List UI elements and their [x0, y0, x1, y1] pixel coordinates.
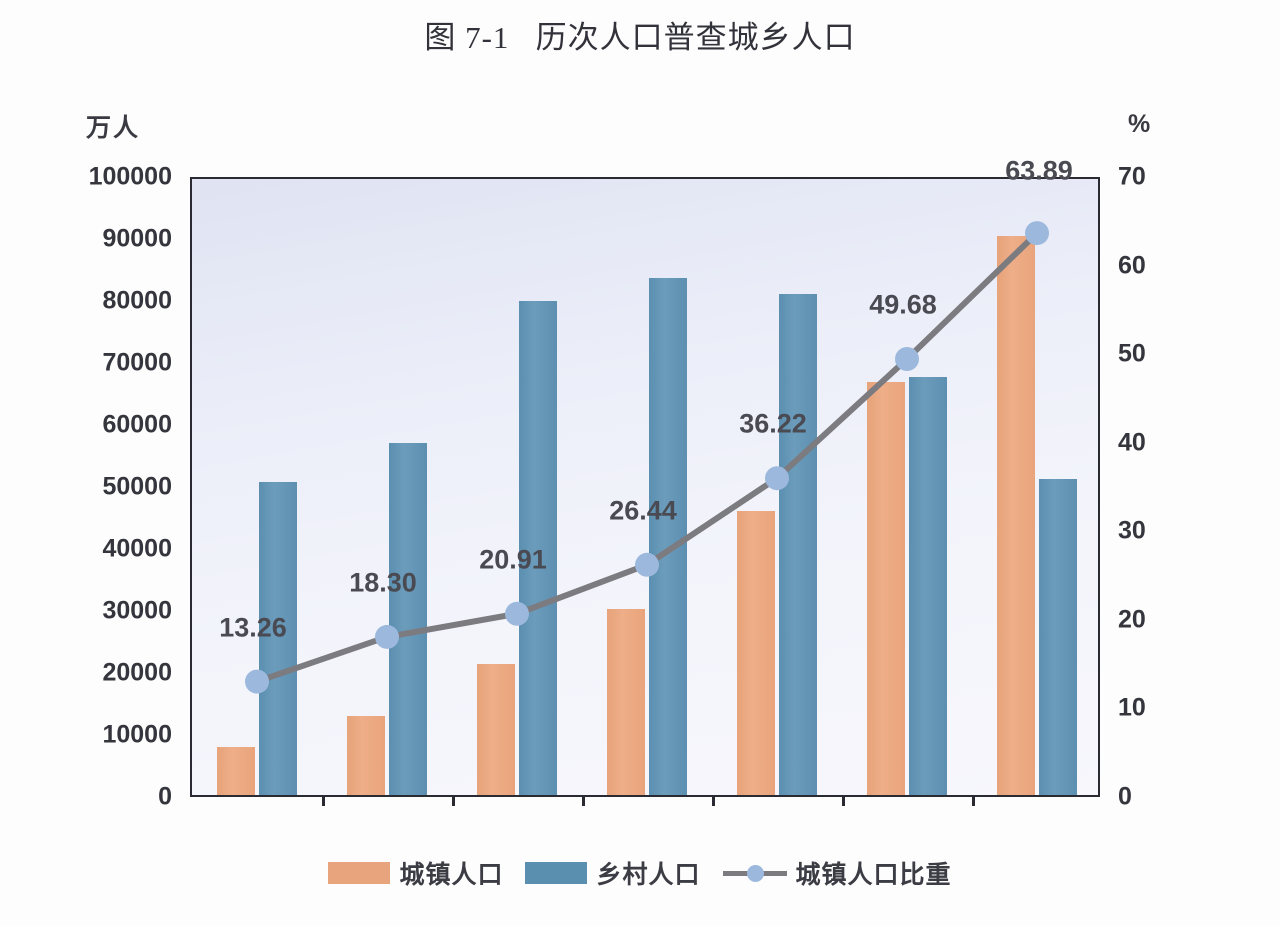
left-axis-tick-label: 30000 [102, 596, 172, 625]
bar-rural-population [779, 294, 817, 795]
right-axis-tick-label: 30 [1118, 516, 1146, 545]
left-axis-tick-label: 70000 [102, 348, 172, 377]
line-data-label: 63.89 [1005, 155, 1073, 186]
bar-rural-population [389, 443, 427, 795]
left-axis-tick-label: 0 [158, 782, 172, 811]
legend-item-label: 城镇人口 [399, 862, 504, 889]
left-axis-tick-label: 80000 [102, 286, 172, 315]
right-axis-tick-label: 70 [1118, 162, 1146, 191]
bar-rural-population [649, 277, 687, 795]
right-axis-tick-label: 60 [1118, 251, 1146, 280]
x-axis-tickmark [322, 795, 325, 806]
proportion-marker-dot [635, 552, 659, 577]
x-axis-tickmark [972, 795, 975, 806]
chart-legend: 城镇人口 乡村人口 城镇人口比重 [0, 855, 1280, 891]
proportion-markers [245, 221, 1049, 694]
page-title: 图 7-1 历次人口普查城乡人口 [424, 20, 856, 55]
square-swatch-icon [328, 862, 391, 884]
proportion-marker-dot [505, 601, 529, 626]
square-swatch-icon [525, 862, 588, 884]
proportion-marker-dot [895, 347, 919, 371]
chart-plot-area: 13.26 18.30 20.91 26.44 36.22 49.68 63.89 [190, 156, 1100, 806]
legend-item[interactable]: 城镇人口比重 [722, 855, 952, 891]
legend-marker-dot-icon [746, 865, 764, 882]
x-axis-tickmark [712, 795, 715, 806]
right-axis-tick-label: 10 [1118, 693, 1146, 722]
left-axis-tick-label: 40000 [102, 534, 172, 563]
legend-item-label: 城镇人口比重 [795, 862, 952, 889]
proportion-marker-dot [1025, 221, 1049, 246]
bar-urban-population [607, 609, 645, 795]
right-axis-tick-label: 20 [1118, 605, 1146, 634]
bar-urban-population [737, 510, 775, 795]
line-data-label: 26.44 [609, 495, 677, 526]
bar-rural-population [1039, 478, 1077, 795]
right-axis-tick-label: 50 [1118, 339, 1146, 368]
left-axis-tick-label: 10000 [102, 720, 172, 749]
line-data-label: 49.68 [869, 289, 937, 320]
right-axis-tick-label: 0 [1118, 782, 1132, 811]
line-series-layer [245, 221, 1049, 694]
bar-urban-population [347, 716, 385, 795]
left-axis-tick-label: 50000 [102, 472, 172, 501]
bar-rural-population [519, 300, 557, 795]
bar-urban-population [217, 747, 255, 795]
left-axis-unit-label: 万人 [86, 115, 141, 142]
left-axis-tick-label: 100000 [88, 162, 172, 191]
bar-urban-population [997, 235, 1035, 795]
bar-urban-population [867, 382, 905, 795]
line-data-label: 20.91 [479, 544, 547, 575]
right-axis-unit-label: % [1128, 110, 1151, 138]
bar-rural-population [259, 481, 297, 795]
proportion-marker-dot [375, 624, 399, 649]
legend-item[interactable]: 城镇人口 [328, 855, 503, 891]
left-axis-tick-label: 90000 [102, 224, 172, 253]
legend-item[interactable]: 乡村人口 [525, 855, 700, 891]
x-axis-tickmark [842, 795, 845, 806]
line-data-label: 13.26 [219, 612, 287, 643]
x-axis-tickmark [582, 795, 585, 806]
left-axis-tick-label: 60000 [102, 410, 172, 439]
legend-item-label: 乡村人口 [596, 862, 701, 889]
left-axis-tick-label: 20000 [102, 658, 172, 687]
right-axis-tick-label: 40 [1118, 428, 1146, 457]
proportion-marker-dot [245, 669, 269, 694]
line-marker-icon [722, 862, 787, 884]
proportion-marker-dot [765, 466, 789, 491]
bar-urban-population [477, 664, 515, 795]
line-data-label: 18.30 [349, 567, 417, 598]
line-data-label: 36.22 [739, 408, 807, 439]
bar-rural-population [909, 377, 947, 795]
x-axis-tickmark [452, 795, 455, 806]
